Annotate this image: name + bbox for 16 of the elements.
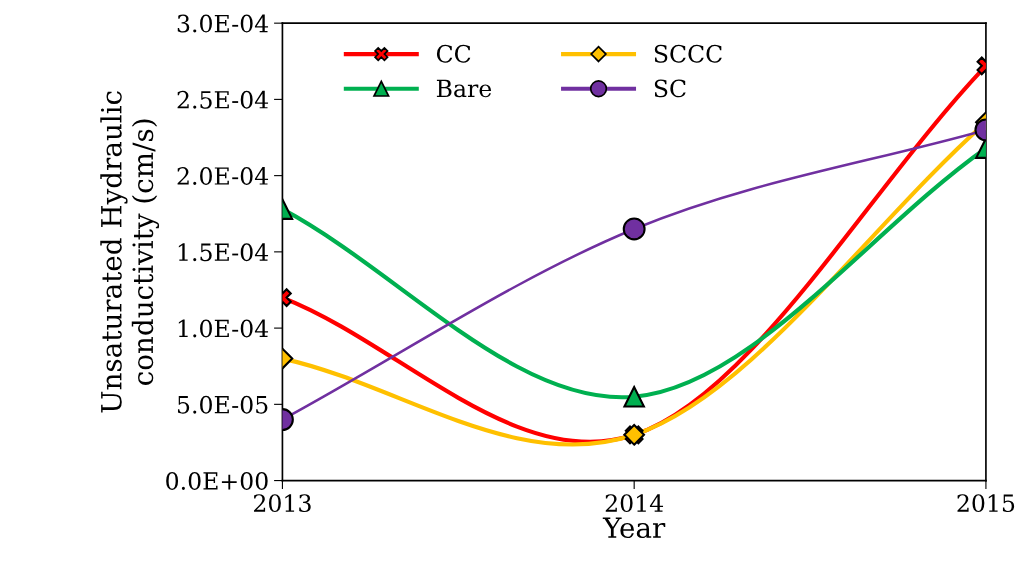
y-tick-label: 1.5E-04 xyxy=(178,243,269,262)
x-tick-label: 2013 xyxy=(253,494,311,513)
y-tick-label: 1.0E-04 xyxy=(178,319,269,338)
y-tick-label: 2.5E-04 xyxy=(177,90,269,109)
y-tick-label: 0.0E+00 xyxy=(166,472,268,490)
legend-label: SC xyxy=(654,79,686,98)
y-tick-label: 5.0E-05 xyxy=(177,395,268,414)
y-tick-label: 2.0E-04 xyxy=(177,167,269,185)
legend-label: CC xyxy=(436,44,471,63)
legend-label: SCCC xyxy=(654,44,722,63)
x-axis-title: Year xyxy=(602,517,666,539)
y-tick-label: 3.0E-04 xyxy=(177,14,269,33)
y-axis-title: Unsaturated Hydraulic conductivity (cm/s) xyxy=(100,91,160,413)
legend-label: Bare xyxy=(436,79,492,98)
x-tick-label: 2014 xyxy=(605,494,664,513)
x-tick-label: 2015 xyxy=(957,494,1015,513)
